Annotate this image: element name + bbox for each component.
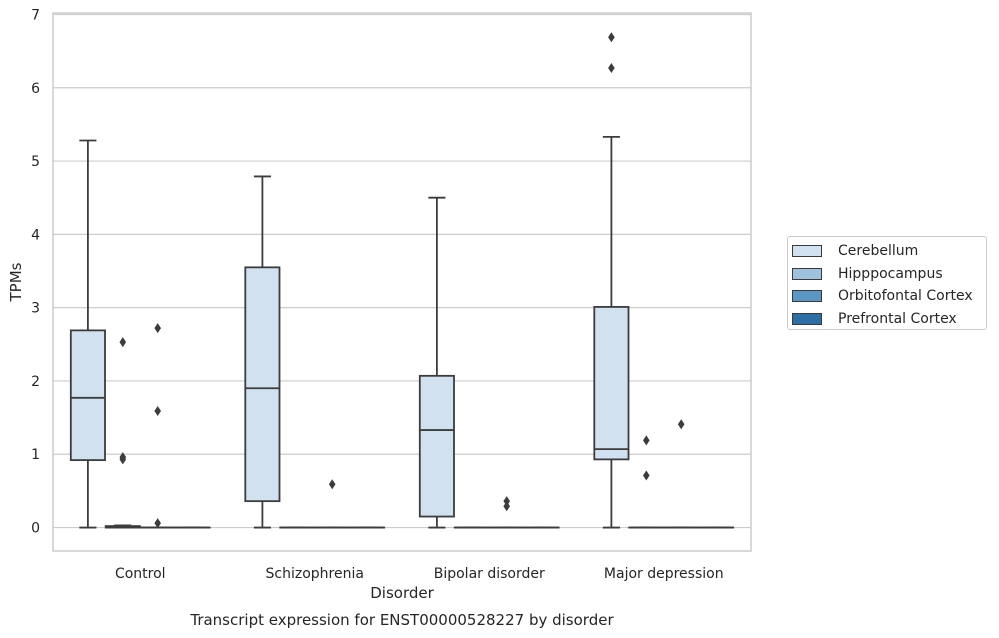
legend-label-prefrontal-cortex: Prefrontal Cortex <box>838 310 957 327</box>
legend-item-prefrontal-cortex: Prefrontal Cortex <box>792 308 986 331</box>
x-axis-title: Disorder <box>370 584 434 602</box>
figure-caption: Transcript expression for ENST0000052822… <box>190 611 614 629</box>
box-2-0 <box>418 196 455 529</box>
x-tick-label-3: Major depression <box>604 566 724 582</box>
outlier-point <box>119 337 127 348</box>
y-tick-label-5: 5 <box>31 154 40 170</box>
x-tick-label-0: Control <box>115 566 166 582</box>
legend-label-cerebellum: Cerebellum <box>838 243 919 260</box>
y-tick-label-4: 4 <box>31 227 40 243</box>
outlier-point <box>503 501 510 512</box>
x-tick-labels: Control Schizophrenia Bipolar disorder Majo… <box>115 566 724 582</box>
box-body <box>593 306 630 461</box>
box-body <box>244 266 281 503</box>
box-0-2 <box>139 323 176 529</box>
y-tick-label-7: 7 <box>31 7 40 23</box>
legend-item-hippocampus: Hipppocampus <box>792 263 986 286</box>
y-tick-label-6: 6 <box>31 81 40 97</box>
outlier-point <box>154 518 161 529</box>
outlier-point <box>643 435 650 446</box>
legend-item-orbitofrontal-cortex: Orbitofontal Cortex <box>792 285 986 308</box>
box-body <box>418 374 455 518</box>
legend-label-orbitofrontal-cortex: Orbitofontal Cortex <box>838 288 973 305</box>
outlier-point <box>608 62 615 73</box>
box-plots <box>69 32 735 529</box>
outlier-point <box>119 452 127 463</box>
outlier-point <box>328 479 336 490</box>
box-1-2 <box>314 479 351 529</box>
y-tick-label-3: 3 <box>31 301 40 317</box>
y-tick-label-0: 0 <box>31 521 40 537</box>
box-body <box>69 329 106 462</box>
outlier-point <box>503 496 510 507</box>
box-3-2 <box>663 419 700 529</box>
outlier-point <box>154 323 161 334</box>
box-3-1 <box>628 435 665 529</box>
legend-swatch-hippocampus <box>792 267 822 280</box>
grid-lines <box>53 13 751 529</box>
legend-swatch-prefrontal-cortex <box>792 312 822 325</box>
y-tick-label-1: 1 <box>31 447 40 463</box>
y-tick-label-2: 2 <box>31 374 40 390</box>
x-tick-label-2: Bipolar disorder <box>434 566 545 582</box>
outlier-point <box>608 32 615 43</box>
box-0-1 <box>104 337 141 529</box>
box-1-0 <box>244 175 281 529</box>
legend-item-cerebellum: Cerebellum <box>792 240 986 263</box>
y-axis-title: TPMs <box>7 262 25 302</box>
legend-label-hippocampus: Hipppocampus <box>838 265 943 282</box>
plot-frame <box>52 12 752 552</box>
box-2-2 <box>488 496 525 529</box>
outlier-point <box>643 470 650 481</box>
legend-swatch-cerebellum <box>792 245 822 258</box>
box-0-0 <box>69 139 106 529</box>
legend-swatch-orbitofrontal-cortex <box>792 290 822 303</box>
outlier-point <box>154 406 161 417</box>
x-tick-label-1: Schizophrenia <box>266 566 364 582</box>
legend: Cerebellum Hipppocampus Orbitofontal Cor… <box>787 236 987 330</box>
y-tick-labels: 0 1 2 3 4 5 6 7 <box>31 7 40 536</box>
box-3-0 <box>593 32 630 529</box>
outlier-point <box>677 419 685 430</box>
